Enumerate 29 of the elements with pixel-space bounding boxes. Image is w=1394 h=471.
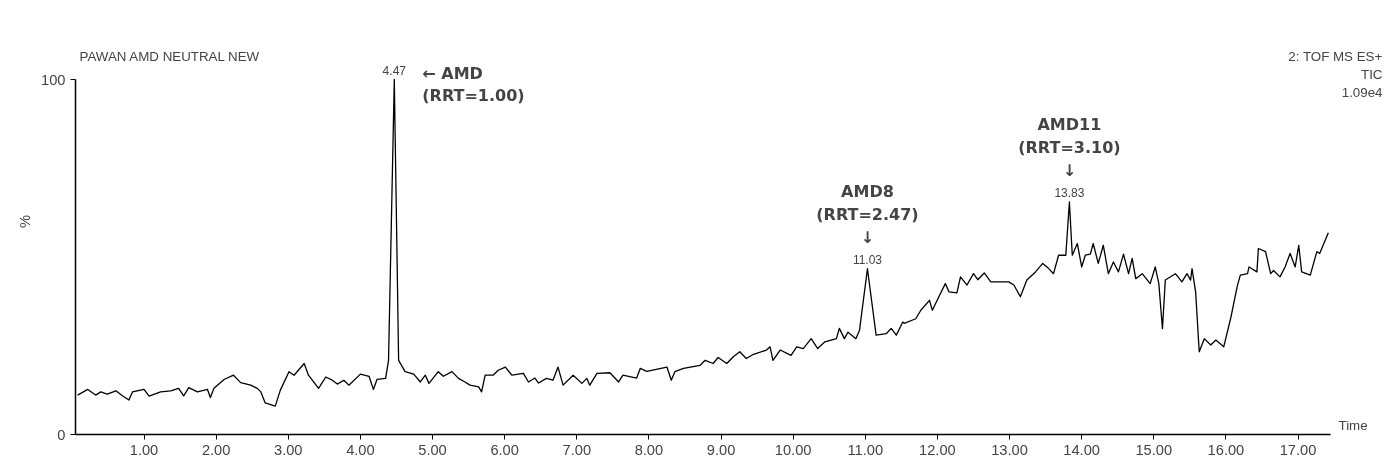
x-tick-label: 2.00 — [201, 441, 231, 458]
x-axis-title: Time — [1338, 417, 1368, 433]
x-tick-label: 1.00 — [129, 441, 159, 458]
x-tick-label: 12.00 — [919, 441, 956, 458]
chart-title: PAWAN AMD NEUTRAL NEW — [79, 48, 260, 64]
annotation: 4.47 — [382, 63, 407, 78]
x-tick-label: 7.00 — [562, 441, 592, 458]
annotation: 13.83 — [1054, 185, 1085, 200]
x-tick-label: 16.00 — [1207, 441, 1245, 458]
x-tick-label: 14.00 — [1063, 441, 1101, 458]
chart-subtitle: 2: TOF MS ES+ TIC 1.09e4 — [1288, 48, 1384, 100]
annotation: 11.03 — [852, 252, 883, 267]
x-tick-label: 6.00 — [490, 441, 519, 458]
x-tick-label: 9.00 — [706, 441, 736, 458]
x-tick-label: 3.00 — [274, 441, 303, 458]
x-tick-label: 13.00 — [991, 441, 1028, 458]
annotation: ← AMD (RRT=1.00) — [422, 63, 525, 106]
x-tick-label: 4.00 — [346, 441, 375, 458]
y-axis-title: % — [17, 214, 34, 229]
annotation: AMD8 (RRT=2.47) ↓ — [816, 182, 919, 247]
x-tick-label: 15.00 — [1135, 441, 1173, 458]
x-tick-label: 10.00 — [774, 441, 812, 458]
y-tick-label: 0 — [57, 426, 66, 443]
x-tick-label: 17.00 — [1279, 441, 1317, 458]
x-tick-label: 11.00 — [847, 441, 884, 458]
annotation: AMD11 (RRT=3.10) ↓ — [1018, 115, 1121, 180]
x-tick-label: 5.00 — [418, 441, 447, 458]
y-tick-label: 100 — [41, 71, 66, 88]
x-tick-label: 8.00 — [634, 441, 664, 458]
